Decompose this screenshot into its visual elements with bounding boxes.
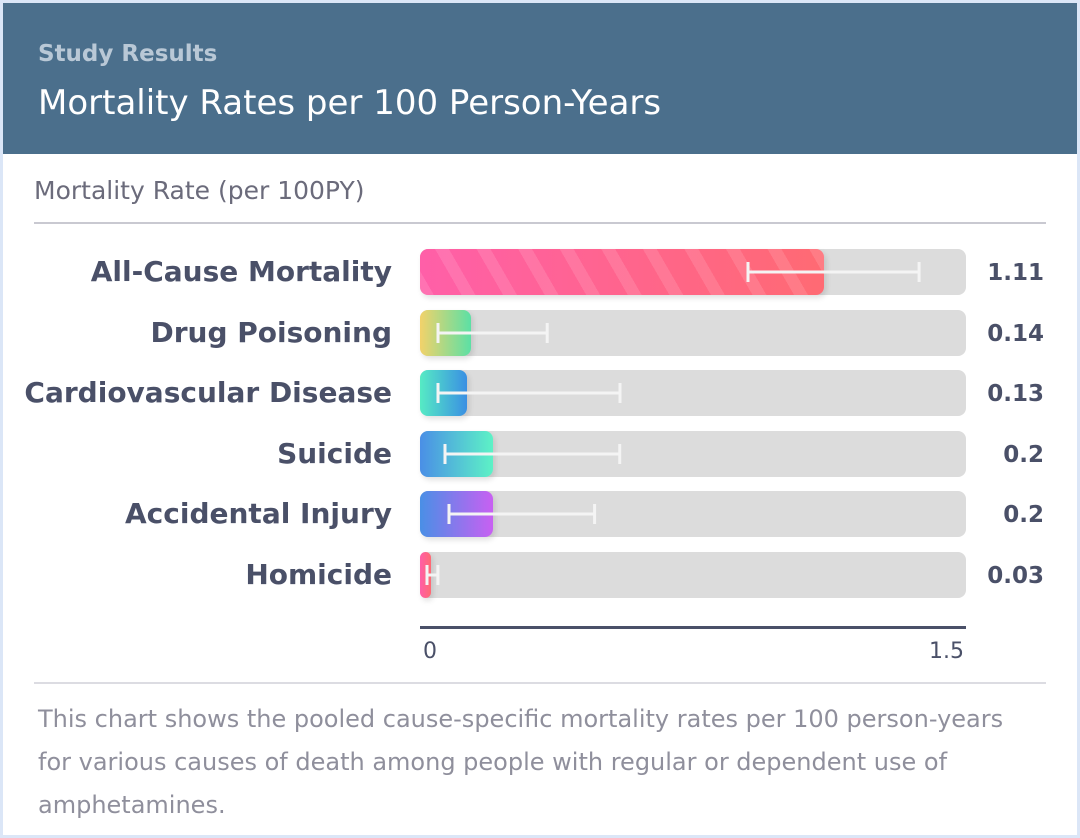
bar-homicide <box>420 552 431 598</box>
error-bar-all-cause-mortality <box>746 262 921 282</box>
value-label-all-cause-mortality: 1.11 <box>987 260 1044 286</box>
error-bar-suicide <box>443 444 622 464</box>
x-axis-line <box>420 626 966 629</box>
bottom-divider <box>34 682 1046 684</box>
error-bar-homicide <box>425 565 440 585</box>
chart-card: Study Results Mortality Rates per 100 Pe… <box>3 3 1077 835</box>
x-tick-label-max: 1.5 <box>929 639 964 664</box>
category-label-suicide: Suicide <box>277 437 392 470</box>
error-bar-drug-poisoning <box>436 323 549 343</box>
card-header: Study Results Mortality Rates per 100 Pe… <box>3 3 1077 154</box>
category-label-drug-poisoning: Drug Poisoning <box>150 316 392 349</box>
category-label-homicide: Homicide <box>245 558 392 591</box>
error-bar-cardiovascular-disease <box>436 383 622 403</box>
category-label-all-cause-mortality: All-Cause Mortality <box>90 255 392 288</box>
category-label-accidental-injury: Accidental Injury <box>125 497 392 530</box>
chart-description: This chart shows the pooled cause-specif… <box>38 705 1004 819</box>
chart-subtitle: Mortality Rate (per 100PY) <box>34 176 365 205</box>
value-label-drug-poisoning: 0.14 <box>987 321 1044 347</box>
value-label-accidental-injury: 0.2 <box>1003 502 1044 528</box>
error-bar-accidental-injury <box>447 504 597 524</box>
top-divider <box>34 222 1046 224</box>
value-label-homicide: 0.03 <box>987 563 1044 589</box>
value-label-cardiovascular-disease: 0.13 <box>987 381 1044 407</box>
x-tick-label-min: 0 <box>423 639 437 664</box>
bar-track-homicide <box>420 552 966 598</box>
value-label-suicide: 0.2 <box>1003 442 1044 468</box>
category-label-cardiovascular-disease: Cardiovascular Disease <box>24 376 392 409</box>
chart-title: Mortality Rates per 100 Person-Years <box>38 83 662 123</box>
header-eyebrow: Study Results <box>38 41 218 67</box>
